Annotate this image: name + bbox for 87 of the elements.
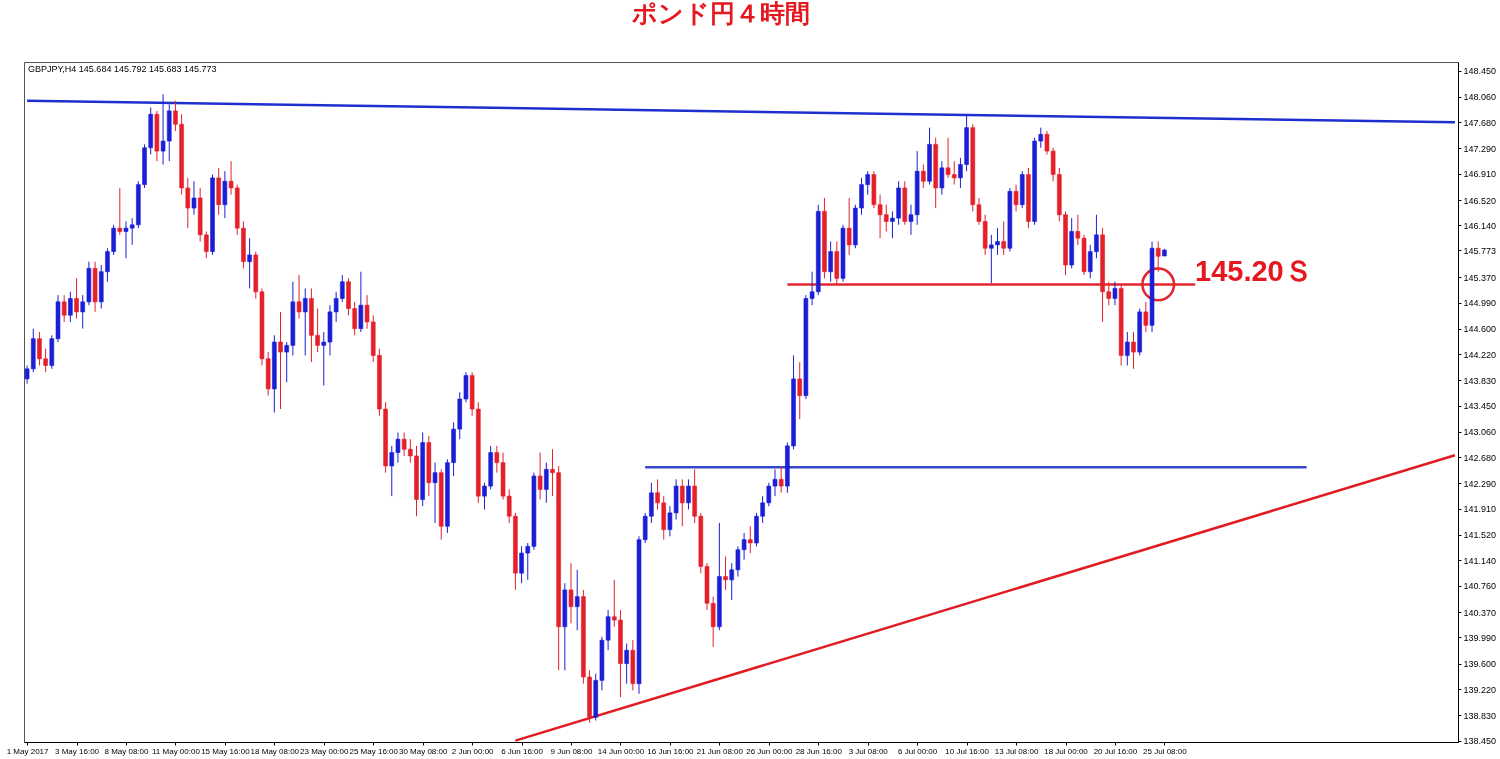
y-tick-label: 143.060 bbox=[1463, 427, 1497, 438]
y-tick-label: 144.990 bbox=[1463, 298, 1497, 309]
x-tick-label: 30 May 08:00 bbox=[398, 746, 448, 756]
candlestick bbox=[680, 478, 685, 527]
x-tick-label: 13 Jul 08:00 bbox=[994, 746, 1039, 756]
y-tick-label: 142.680 bbox=[1463, 452, 1497, 463]
x-tick-label: 2 Jun 00:00 bbox=[451, 746, 495, 756]
chart-subtitle: GBPJPY,H4 145.684 145.792 145.683 145.773 bbox=[28, 64, 217, 74]
candlestick bbox=[723, 555, 728, 591]
candlestick bbox=[117, 187, 123, 236]
x-tick-label: 16 Jun 16:00 bbox=[647, 746, 695, 756]
x-tick-label: 23 May 00:00 bbox=[300, 746, 350, 756]
x-tick-label: 6 Jun 16:00 bbox=[501, 746, 544, 756]
y-tick-label: 143.450 bbox=[1463, 401, 1497, 412]
candlestick bbox=[921, 164, 926, 189]
y-tick-label: 147.680 bbox=[1463, 117, 1497, 128]
candlestick bbox=[1013, 184, 1019, 212]
y-tick-label: 145.773 bbox=[1463, 245, 1497, 256]
y-tick-label: 146.140 bbox=[1463, 220, 1497, 231]
x-tick-label: 28 Jun 16:00 bbox=[795, 746, 843, 756]
y-tick-label: 140.760 bbox=[1463, 581, 1497, 592]
y-tick-label: 141.520 bbox=[1463, 530, 1497, 541]
x-tick-label: 26 Jun 00:00 bbox=[746, 746, 793, 756]
candlestick bbox=[568, 562, 574, 624]
x-tick-label: 25 Jul 08:00 bbox=[1143, 746, 1188, 756]
candlestick bbox=[939, 160, 945, 196]
y-tick-label: 142.290 bbox=[1463, 478, 1497, 489]
candlestick bbox=[191, 180, 197, 216]
candlestick bbox=[686, 478, 691, 511]
y-tick-label: 147.290 bbox=[1463, 143, 1497, 154]
y-tick-label: 140.370 bbox=[1463, 607, 1497, 618]
candlestick bbox=[1112, 281, 1118, 306]
y-tick-label: 145.370 bbox=[1463, 272, 1497, 283]
y-tick-label: 148.450 bbox=[1463, 66, 1497, 77]
candlestick bbox=[222, 170, 228, 219]
candlestick bbox=[296, 274, 302, 320]
x-tick-label: 3 Jul 08:00 bbox=[848, 746, 889, 756]
candlestick bbox=[1131, 331, 1136, 370]
y-tick-label: 141.140 bbox=[1463, 555, 1497, 566]
x-tick-label: 18 Jul 00:00 bbox=[1044, 746, 1089, 756]
candlestick bbox=[828, 241, 833, 283]
x-tick-label: 18 May 08:00 bbox=[250, 746, 300, 756]
y-tick-label: 143.830 bbox=[1463, 375, 1497, 386]
y-tick-label: 146.910 bbox=[1463, 169, 1497, 180]
chart-title: ポンド円４時間 bbox=[631, 0, 810, 28]
candlestick bbox=[537, 452, 543, 500]
candlestick bbox=[624, 643, 629, 685]
x-tick-label: 9 Jun 08:00 bbox=[550, 746, 593, 756]
candlestick bbox=[797, 361, 802, 420]
candlestick bbox=[846, 197, 852, 256]
candlestick bbox=[247, 237, 252, 289]
x-tick-label: 8 May 08:00 bbox=[104, 746, 150, 756]
x-tick-label: 14 Jun 00:00 bbox=[597, 746, 645, 756]
annotation: 145.20Ｓ bbox=[1195, 255, 1313, 287]
candlestick bbox=[68, 291, 73, 323]
y-tick-label: 141.910 bbox=[1463, 504, 1497, 515]
candlestick bbox=[358, 271, 364, 333]
x-tick-label: 25 May 16:00 bbox=[349, 746, 399, 756]
y-tick-label: 144.600 bbox=[1463, 324, 1497, 335]
candlestick bbox=[432, 462, 438, 524]
candlestick bbox=[1001, 220, 1006, 256]
candlestick bbox=[1125, 331, 1130, 366]
x-tick-label: 15 May 16:00 bbox=[201, 746, 251, 756]
x-tick-label: 3 May 16:00 bbox=[55, 746, 100, 756]
candlestick bbox=[778, 465, 784, 494]
candlestick bbox=[74, 277, 79, 320]
candlestick bbox=[544, 462, 549, 504]
candlestick bbox=[747, 525, 753, 554]
candlestick bbox=[574, 569, 580, 631]
candlestick bbox=[302, 287, 308, 356]
y-tick-label: 144.220 bbox=[1463, 349, 1497, 360]
candlestick bbox=[61, 294, 67, 323]
x-tick-label: 6 Jul 00:00 bbox=[898, 746, 938, 756]
x-tick-label: 10 Jul 16:00 bbox=[945, 746, 990, 756]
y-tick-label: 146.520 bbox=[1463, 195, 1497, 206]
y-tick-label: 139.990 bbox=[1463, 632, 1497, 643]
y-tick-label: 139.220 bbox=[1463, 684, 1497, 695]
x-tick-label: 1 May 2017 bbox=[6, 746, 50, 756]
y-tick-label: 148.060 bbox=[1463, 92, 1497, 103]
y-tick-label: 138.830 bbox=[1463, 710, 1497, 721]
x-tick-label: 20 Jul 16:00 bbox=[1093, 746, 1138, 756]
candlestick bbox=[1143, 301, 1149, 333]
y-tick-label: 138.450 bbox=[1463, 736, 1497, 747]
x-tick-label: 21 Jun 08:00 bbox=[696, 746, 744, 756]
y-tick-label: 139.600 bbox=[1463, 659, 1497, 670]
candlestick bbox=[278, 311, 283, 410]
x-tick-label: 11 May 00:00 bbox=[151, 746, 201, 756]
